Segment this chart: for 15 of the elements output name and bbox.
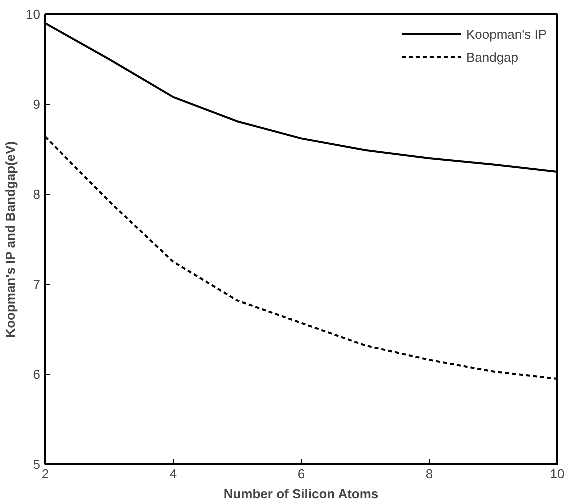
y-tick-label: 5 (33, 457, 41, 472)
legend-label: Bandgap (466, 50, 519, 64)
y-tick-label: 9 (33, 97, 41, 112)
x-tick-label: 6 (298, 466, 306, 482)
x-tick-label: 4 (170, 466, 178, 482)
y-axis-title: Koopman's IP and Bandgap(eV) (3, 141, 18, 338)
y-tick-label: 7 (33, 277, 41, 292)
legend-label: Koopman's IP (466, 26, 547, 42)
y-tick-label: 6 (33, 367, 41, 382)
x-tick-label: 10 (550, 466, 565, 482)
y-tick-label: 10 (26, 7, 41, 22)
x-tick-label: 8 (426, 466, 434, 482)
y-tick-label: 8 (33, 187, 41, 202)
x-axis-title: Number of Silicon Atoms (224, 486, 379, 502)
x-tick-label: 2 (42, 466, 50, 482)
